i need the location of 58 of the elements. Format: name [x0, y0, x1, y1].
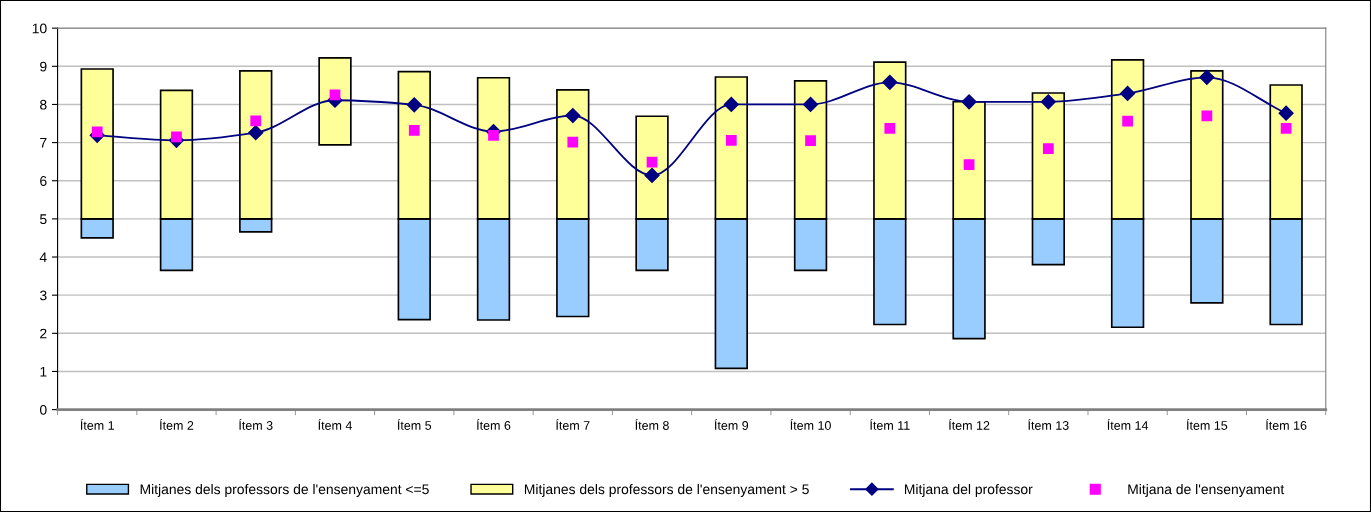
- x-tick-label: Ítem 15: [1186, 418, 1228, 430]
- point: [723, 96, 739, 113]
- point: [1201, 110, 1213, 122]
- point: [248, 125, 264, 141]
- y-tick-label: 5: [40, 214, 47, 225]
- point: [567, 136, 579, 148]
- point: [408, 125, 420, 136]
- bar: [318, 57, 352, 146]
- x-tick-label: Ítem 3: [239, 418, 273, 430]
- x-tick-label: Ítem 6: [477, 418, 511, 430]
- y-tick-label: 2: [40, 328, 47, 339]
- y-tick-label: 7: [40, 138, 47, 148]
- point: [1199, 69, 1215, 85]
- point: [1278, 105, 1294, 121]
- y-tick-label: 3: [39, 290, 47, 301]
- point: [171, 131, 182, 143]
- legend-label: Mitjana del professor: [904, 483, 1033, 497]
- point: [406, 97, 422, 113]
- point: [961, 94, 977, 110]
- point: [805, 135, 816, 147]
- x-tick-label: Ítem 4: [318, 418, 352, 430]
- point: [250, 115, 262, 127]
- point: [1122, 115, 1133, 127]
- point: [884, 123, 896, 134]
- point: [802, 96, 819, 113]
- x-tick-label: Ítem 11: [870, 418, 910, 430]
- y-tick-label: 8: [40, 99, 47, 110]
- point: [565, 107, 581, 124]
- x-tick-label: Ítem 9: [714, 418, 749, 430]
- x-tick-label: Ítem 14: [1107, 418, 1149, 430]
- legend-label: Mitjana de l'ensenyament: [1128, 483, 1285, 497]
- point: [1280, 123, 1292, 134]
- legend-label: Mitjanes dels professors de l'ensenyament <=5: [140, 483, 429, 497]
- x-tick-label: Ítem 8: [635, 418, 669, 430]
- point: [1120, 85, 1136, 101]
- y-tick-label: 10: [32, 23, 47, 34]
- point: [488, 129, 499, 141]
- x-tick-label: Ítem 5: [397, 418, 432, 430]
- legend-label: Mitjanes dels professors de l'ensenyament > 5: [524, 483, 809, 497]
- point: [91, 126, 103, 138]
- x-tick-label: Ítem 10: [790, 418, 831, 430]
- x-tick-label: Ítem 2: [159, 418, 194, 430]
- point: [644, 167, 660, 183]
- x-tick-label: Ítem 13: [1028, 418, 1069, 430]
- point: [963, 159, 975, 171]
- point: [1042, 143, 1054, 155]
- x-tick-label: Ítem 16: [1266, 418, 1307, 430]
- y-tick-label: 0: [39, 404, 47, 415]
- point: [725, 134, 737, 146]
- y-tick-label: 4: [39, 252, 47, 263]
- x-tick-label: Ítem 7: [556, 418, 590, 430]
- y-tick-label: 6: [40, 176, 47, 186]
- point: [882, 74, 898, 90]
- y-tick-label: 1: [40, 366, 47, 377]
- point: [1040, 94, 1056, 110]
- x-tick-label: Ítem 1: [80, 418, 114, 430]
- y-tick-label: 9: [40, 61, 47, 72]
- x-tick-label: Ítem 12: [949, 418, 990, 430]
